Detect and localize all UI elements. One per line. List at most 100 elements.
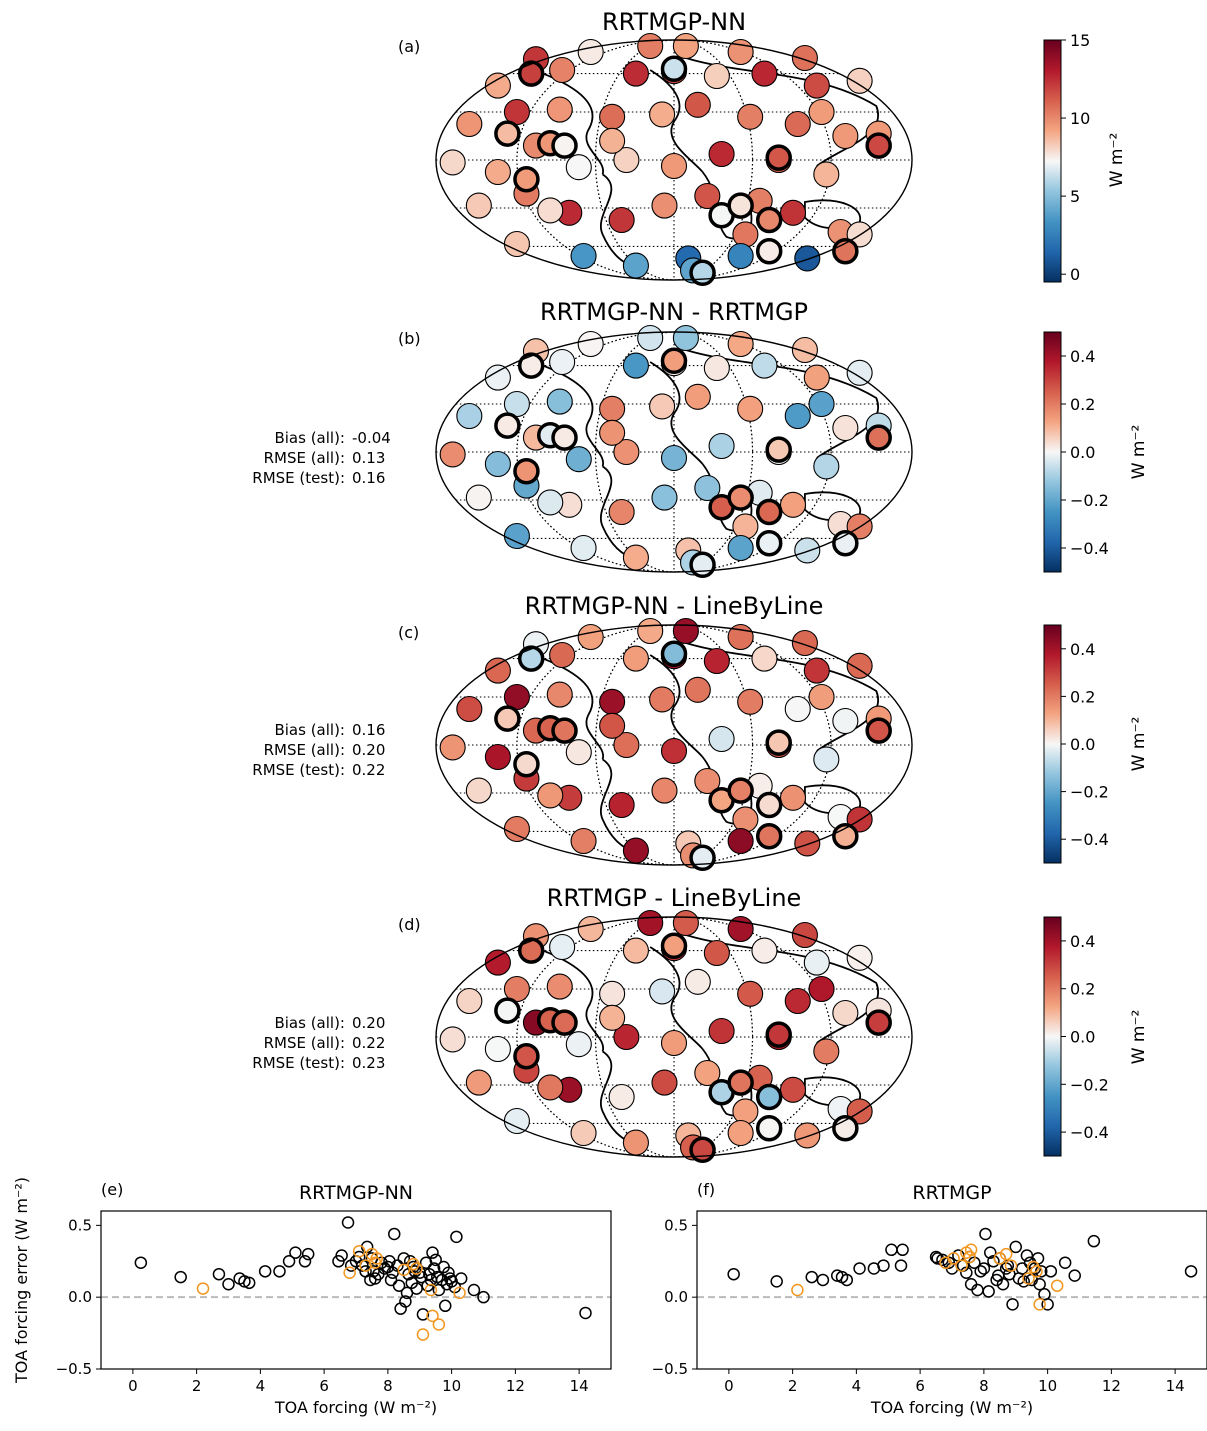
scatter-point: [1068, 1269, 1081, 1282]
plot-frame: [696, 1210, 1207, 1370]
stats-c: Bias (all): RMSE (all): RMSE (test): 0.1…: [252, 721, 385, 779]
scatter-title: RRTMGP: [912, 1182, 991, 1204]
stat-value-rmse-all-d: 0.22: [352, 1034, 385, 1052]
scatter-point: [987, 1255, 1000, 1268]
scatter-point: [174, 1270, 187, 1284]
test-station-marker: [755, 1114, 783, 1142]
colorbar-tick-label: 0.4: [1070, 640, 1095, 659]
scatter-point: [426, 1246, 439, 1259]
x-tick-label: 12: [506, 1377, 525, 1395]
test-station-marker: [494, 997, 521, 1024]
stat-label-rmse-all-b: RMSE (all):: [264, 449, 345, 467]
colorbar-bar-d: [1043, 916, 1062, 1157]
scatter-point: [984, 1246, 997, 1259]
station-marker: [708, 725, 735, 753]
stat-label-bias-b: Bias (all):: [274, 429, 345, 447]
station-marker: [784, 695, 811, 723]
station-marker: [608, 1083, 635, 1111]
coastline: [649, 69, 704, 173]
station-marker: [484, 657, 511, 684]
scatter-point: [853, 1262, 866, 1275]
stat-value-rmse-all-c: 0.20: [352, 741, 385, 759]
station-marker: [784, 987, 811, 1015]
station-marker: [599, 103, 626, 130]
station-marker: [503, 522, 530, 550]
test-station-marker: [727, 484, 754, 511]
test-station-marker: [865, 424, 892, 451]
scatter-point: [352, 1250, 366, 1264]
station-marker: [727, 1119, 754, 1147]
station-marker: [577, 38, 604, 66]
test-station-marker: [517, 60, 545, 87]
station-marker: [549, 641, 576, 669]
scatter-point-test: [791, 1283, 804, 1297]
colorbar-tick-label: −0.2: [1070, 783, 1109, 802]
y-axis-label: TOA forcing error (W m⁻²): [12, 1177, 31, 1384]
station-marker: [599, 419, 626, 446]
station-marker: [694, 182, 721, 210]
station-marker: [570, 827, 597, 855]
colorbar-ticks-a: 0 5 10 15: [1061, 31, 1090, 284]
station-marker: [808, 98, 835, 126]
scatter-point: [427, 1262, 441, 1275]
colorbar-bar-c: [1043, 624, 1062, 864]
panel-title-c: RRTMGP-NN - LineByLine: [525, 592, 824, 620]
y-tick-label: 0.0: [664, 1288, 688, 1306]
test-station-marker: [765, 144, 792, 171]
station-marker: [465, 777, 492, 804]
test-station-marker: [660, 932, 688, 960]
station-marker: [465, 1069, 492, 1096]
station-marker: [622, 60, 649, 87]
colorbar-tick-label: 0.0: [1070, 1028, 1095, 1047]
colorbar-label-d: W m⁻²: [1129, 1010, 1149, 1065]
station-marker: [846, 944, 873, 971]
coastline: [542, 949, 604, 1052]
station-marker: [779, 199, 807, 226]
test-station-marker: [755, 498, 783, 526]
station-marker: [484, 158, 511, 186]
colorbar-bar-a: [1043, 39, 1062, 283]
station-marker: [456, 695, 483, 723]
colorbar-d: −0.4 −0.2 0.0 0.2 0.4 W m⁻²: [1043, 916, 1149, 1157]
scatter-point: [429, 1253, 442, 1267]
station-marker: [832, 707, 859, 735]
x-tick-label: 2: [788, 1377, 798, 1395]
station-marker: [622, 252, 649, 279]
station-marker: [577, 623, 604, 651]
colorbar-ticks-c: −0.4 −0.2 0.0 0.2 0.4: [1061, 640, 1109, 849]
scatter-point: [964, 1278, 978, 1291]
station-marker: [613, 146, 640, 174]
station-marker: [684, 968, 711, 995]
station-marker: [779, 784, 807, 811]
scatter-point: [416, 1308, 430, 1321]
scatter-point-test: [196, 1282, 210, 1295]
station-marker: [751, 645, 778, 672]
x-tick-label: 4: [256, 1377, 266, 1395]
scatter-point: [222, 1278, 235, 1291]
station-marker: [546, 96, 573, 123]
station-marker: [622, 1129, 649, 1156]
test-station-marker: [517, 352, 545, 379]
scatter-point: [894, 1259, 908, 1272]
station-marker: [846, 359, 873, 386]
coastline: [542, 657, 604, 760]
station-marker: [732, 221, 759, 248]
station-marker: [599, 712, 626, 739]
scatter-point: [442, 1266, 455, 1280]
station-marker: [684, 91, 711, 118]
station-marker: [808, 390, 835, 418]
map-panel-d: RRTMGP - LineByLine (d) Bias (all): RMSE…: [252, 884, 1149, 1164]
test-station-marker: [865, 132, 892, 159]
station-marker: [794, 245, 821, 272]
scatter-point-test: [1033, 1298, 1046, 1311]
station-marker: [784, 402, 811, 430]
scatter-point: [1006, 1298, 1019, 1311]
scatter-point: [134, 1256, 148, 1269]
station-marker: [577, 915, 604, 943]
map-panel-b: RRTMGP-NN - RRTMGP (b) Bias (all): RMSE …: [252, 298, 1149, 579]
station-marker: [751, 352, 778, 379]
colorbar-tick-label: 0.0: [1070, 443, 1095, 462]
station-marker: [727, 242, 754, 270]
scatter-point-test: [999, 1247, 1013, 1261]
scatter-point-test: [955, 1259, 968, 1272]
